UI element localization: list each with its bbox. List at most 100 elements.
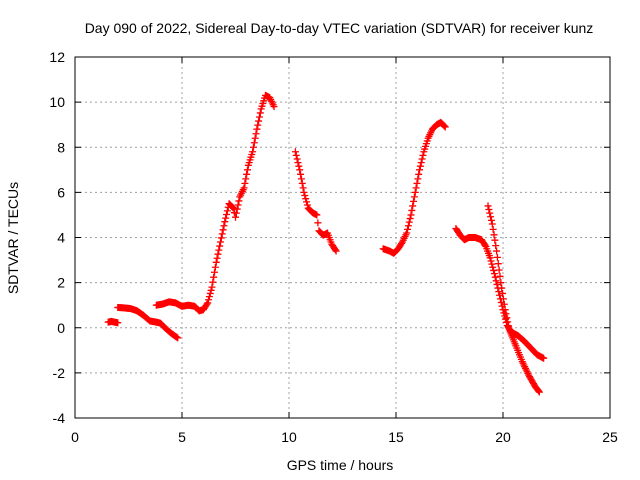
data-point (417, 159, 425, 167)
data-point (491, 236, 499, 244)
data-point (207, 286, 215, 294)
data-point (213, 254, 221, 262)
data-point (540, 354, 548, 362)
data-point (206, 289, 214, 297)
data-point (293, 155, 301, 163)
data-point (331, 246, 339, 254)
chart-title: Day 090 of 2022, Sidereal Day-to-day VTE… (85, 20, 594, 36)
grid-layer (75, 57, 610, 418)
data-point (298, 179, 306, 187)
x-tick-label: 25 (602, 429, 618, 445)
x-tick-label: 0 (71, 429, 79, 445)
data-point (249, 148, 257, 156)
data-point (415, 170, 423, 178)
data-point (490, 270, 498, 278)
data-point (299, 184, 307, 192)
data-point (241, 179, 249, 187)
data-point (493, 247, 501, 255)
data-point (174, 334, 182, 342)
data-point (205, 296, 213, 304)
data-point (487, 213, 495, 221)
series-arc-7 (484, 202, 543, 396)
data-point (416, 166, 424, 174)
data-point (493, 280, 501, 288)
data-point (294, 159, 302, 167)
data-point (332, 247, 340, 255)
data-point (535, 388, 543, 396)
data-point (499, 295, 507, 303)
x-axis-label: GPS time / hours (287, 457, 394, 473)
data-point (208, 283, 216, 291)
data-point (217, 234, 225, 242)
y-tick-label: 6 (57, 184, 65, 200)
data-point (303, 201, 311, 209)
data-point (416, 162, 424, 170)
data-point (502, 310, 510, 318)
data-point (496, 272, 504, 280)
y-tick-label: 10 (49, 94, 65, 110)
data-point (503, 314, 511, 322)
data-point (232, 213, 239, 221)
data-point (209, 278, 217, 286)
x-tick-label: 5 (178, 429, 186, 445)
data-point (405, 218, 413, 226)
data-point (270, 103, 278, 111)
data-point (500, 300, 508, 308)
data-point (229, 204, 237, 212)
data-point (297, 170, 305, 178)
data-point (296, 166, 304, 174)
data-point (253, 125, 261, 133)
y-tick-label: 4 (57, 230, 65, 246)
data-point (215, 246, 223, 254)
data-point (407, 211, 415, 219)
y-tick-label: 12 (49, 49, 65, 65)
data-point (481, 241, 489, 249)
data-point (221, 218, 229, 226)
data-point (211, 263, 219, 271)
data-point (314, 219, 322, 227)
y-tick-label: -4 (53, 410, 66, 426)
x-tick-label: 20 (495, 429, 511, 445)
data-point (210, 273, 218, 281)
y-tick-label: 0 (57, 320, 65, 336)
data-point (404, 222, 412, 230)
data-point (297, 175, 305, 183)
data-point (488, 260, 496, 268)
series-arc-1 (104, 317, 122, 327)
data-point (291, 148, 299, 156)
data-point (250, 139, 258, 147)
data-point (211, 268, 219, 276)
data-point (303, 198, 311, 206)
data-point (254, 121, 262, 129)
data-point (292, 151, 300, 159)
data-point (504, 318, 512, 326)
data-point (301, 192, 309, 200)
data-point (220, 222, 228, 230)
data-point (313, 211, 321, 219)
data-layer (104, 91, 548, 396)
data-point (411, 188, 419, 196)
data-point (418, 155, 426, 163)
data-point (229, 203, 237, 211)
data-point (419, 151, 427, 159)
data-point (495, 288, 503, 296)
data-point (498, 284, 506, 292)
data-point (492, 242, 500, 250)
data-point (408, 206, 416, 214)
data-point (302, 195, 310, 203)
data-point (497, 279, 505, 287)
data-point (243, 170, 251, 178)
data-point (410, 197, 418, 205)
data-point (256, 109, 264, 117)
data-point (491, 273, 499, 281)
data-point (223, 210, 231, 218)
data-point (486, 254, 494, 262)
data-point (243, 166, 251, 174)
x-tick-label: 15 (388, 429, 404, 445)
data-point (410, 193, 418, 201)
data-point (493, 253, 501, 261)
y-axis-label: SDTVAR / TECUs (5, 182, 21, 294)
data-point (218, 230, 226, 238)
data-point (255, 117, 263, 125)
